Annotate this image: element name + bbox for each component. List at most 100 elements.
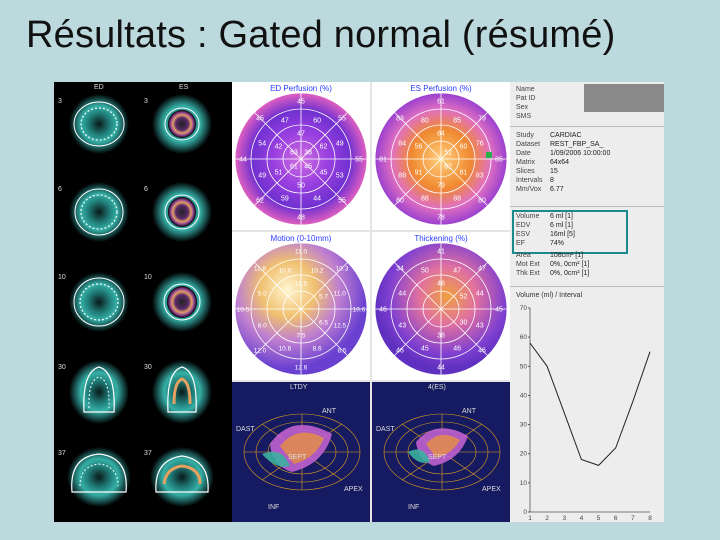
polar-value: 91 [415, 170, 423, 177]
polar-value: 10.6 [353, 307, 366, 314]
polar-value: 45 [421, 345, 429, 352]
polar-value: 45 [304, 164, 312, 171]
polar-value: 44 [398, 290, 406, 297]
info-row: Pat ID [516, 95, 536, 102]
volume-interval-chart: 70 60 50 40 30 20 10 0 1 2 3 4 5 6 7 8 [510, 300, 664, 522]
study-row: Slices 15 [516, 168, 558, 175]
polar-value: 52 [444, 149, 452, 156]
polar-value: 8.0 [258, 323, 267, 330]
3d-view-title: LTDY [290, 384, 308, 391]
polar-value: 55 [355, 157, 363, 164]
y-tick-label: 0 [523, 509, 527, 516]
x-tick-label: 8 [648, 515, 652, 522]
row-label: 10 [144, 274, 152, 281]
polar-value: 44 [313, 195, 321, 202]
y-tick-label: 20 [520, 451, 528, 458]
row-label: 6 [58, 186, 62, 193]
polar-value: 51 [275, 170, 283, 177]
3d-view-es: 4(ES) ANT DAST SEPT APEX INF [372, 382, 510, 522]
polar-value: 48 [297, 215, 305, 222]
polar-value: 88 [398, 173, 406, 180]
volume-highlight [512, 210, 628, 254]
polar-value: 81 [379, 157, 387, 164]
volume-row: EDV 6 ml [1] [516, 222, 573, 229]
polar-value: 55 [338, 198, 346, 205]
polar-value: 79 [478, 116, 486, 123]
thickening-polar: 41 47 45 46 44 46 46 34 47 44 43 46 45 43 44 50 46 52 30 38 [374, 242, 508, 376]
es-perfusion-map: ES Perfusion (%) 61 79 85 80 78 80 81 83 85 76 83 8… [372, 82, 510, 230]
x-tick-label: 2 [545, 515, 549, 522]
polar-value: 42 [275, 144, 283, 151]
x-tick-label: 3 [562, 515, 566, 522]
slice-row-1 [69, 94, 212, 154]
polar-value: 12.0 [254, 348, 267, 355]
info-row: SMS [516, 113, 532, 120]
3d-ventricle-ed [243, 413, 361, 491]
polar-value: 47 [478, 266, 486, 273]
label-ant: ANT [322, 408, 336, 415]
study-row: Matrix 64x64 [516, 159, 570, 166]
thickening-map: Thickening (%) 41 47 45 46 44 46 46 34 47 44 43 46 4… [372, 232, 510, 380]
x-tick-label: 4 [580, 515, 584, 522]
row-label: 37 [144, 450, 152, 457]
polar-value: 53 [336, 173, 344, 180]
polar-value: 61 [290, 164, 298, 171]
polar-value: 63 [290, 149, 298, 156]
polar-value: 84 [437, 131, 445, 138]
polar-value: 11.0 [334, 290, 347, 297]
3d-view-ed: LTDY ANT DAST SEPT APEX INF [232, 382, 370, 522]
polar-value: 83 [396, 116, 404, 123]
volume-row: Volume 6 ml [1] [516, 213, 573, 220]
polar-value: 11.0 [295, 249, 308, 256]
label-sept: SEPT [428, 454, 447, 461]
motion-polar: 11.0 10.3 10.6 8.5 12.6 12.0 10.5 11.8 10.2 11.0 1… [234, 242, 368, 376]
polar-value: 30 [460, 320, 468, 327]
row-label: 6 [144, 186, 148, 193]
ed-perfusion-polar: 45 55 55 55 48 62 44 45 60 49 53 44 59 49 54 47 47 62 45 50… [234, 92, 368, 226]
slice-row-4 [69, 360, 212, 424]
row-label: 3 [58, 98, 62, 105]
volume-row: Mot Ext 0%, 0cm² [1] [516, 261, 590, 268]
slice-row-2 [69, 182, 212, 242]
3d-ventricle-es [383, 413, 501, 491]
polar-value: 45 [297, 99, 305, 106]
y-tick-label: 70 [520, 305, 528, 312]
es-perfusion-polar: 61 79 85 80 78 80 81 83 85 76 83 88 88 88 84 80 84 60 81 79… [374, 92, 508, 226]
polar-value: 46 [453, 345, 461, 352]
polar-value: 81 [460, 170, 468, 177]
volume-row: EF 74% [516, 240, 565, 247]
slice-row-5 [67, 447, 214, 507]
label-ant: ANT [462, 408, 476, 415]
study-row: Intervals 8 [516, 177, 554, 184]
volume-row: Area 108cm² [1] [516, 252, 584, 259]
polar-value: 49 [336, 140, 344, 147]
x-tick-label: 6 [614, 515, 618, 522]
polar-value: 8.5 [337, 348, 346, 355]
polar-value: 79 [437, 183, 445, 190]
polar-maps-area: ED Perfusion (%) 45 55 55 55 48 62 44 45 60 49 53 4… [232, 82, 510, 522]
polar-value: 83 [476, 173, 484, 180]
polar-value: 60 [313, 118, 321, 125]
label-sept: SEPT [288, 454, 307, 461]
polar-value: 62 [320, 144, 328, 151]
polar-value: 47 [297, 131, 305, 138]
slice-row-3 [69, 272, 212, 332]
ed-perfusion-map: ED Perfusion (%) 45 55 55 55 48 62 44 45 60 49 53 4… [232, 82, 370, 230]
polar-value: 12.5 [333, 323, 346, 330]
x-tick-label: 5 [597, 515, 601, 522]
polar-value: 46 [396, 348, 404, 355]
label-apex: APEX [344, 486, 363, 493]
y-tick-label: 50 [520, 363, 528, 370]
polar-value: 76 [476, 140, 484, 147]
volume-row: Thk Ext 0%, 0cm² [1] [516, 270, 590, 277]
polar-value: 5.0 [258, 290, 267, 297]
polar-value: 88 [421, 195, 429, 202]
polar-value: 41 [437, 249, 445, 256]
polar-value: 62 [444, 164, 452, 171]
study-row: Study CARDIAC [516, 132, 582, 139]
polar-value: 8.6 [313, 345, 322, 352]
col-label-ed: ED [94, 84, 104, 91]
row-label: 30 [144, 364, 152, 371]
polar-value: 10.2 [311, 268, 324, 275]
polar-value: 34 [396, 266, 404, 273]
